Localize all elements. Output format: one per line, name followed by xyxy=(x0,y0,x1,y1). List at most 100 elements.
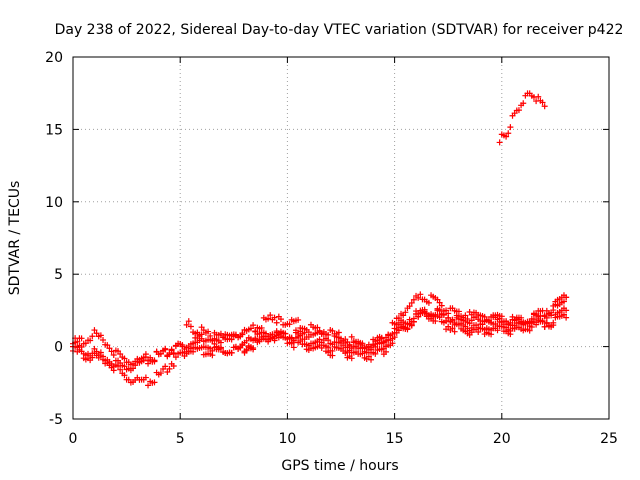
data-point xyxy=(408,322,415,329)
data-point xyxy=(485,317,492,324)
data-point xyxy=(286,321,293,328)
data-point xyxy=(563,307,570,314)
data-point xyxy=(117,351,124,358)
data-point xyxy=(151,358,158,365)
plot-frame xyxy=(72,56,610,420)
data-point xyxy=(157,370,164,377)
data-point xyxy=(78,335,85,342)
data-point xyxy=(488,326,495,333)
data-point xyxy=(329,327,336,334)
data-point xyxy=(395,327,402,334)
data-point xyxy=(89,354,96,361)
data-point xyxy=(196,331,203,338)
data-point xyxy=(335,329,342,336)
data-point xyxy=(436,299,443,306)
y-tick-label: -5 xyxy=(49,412,63,428)
data-point xyxy=(348,333,355,340)
data-point xyxy=(449,325,456,332)
data-point xyxy=(400,312,407,319)
data-point xyxy=(359,342,366,349)
data-point xyxy=(140,357,147,364)
data-point xyxy=(464,315,471,322)
data-point xyxy=(267,312,274,319)
data-point xyxy=(325,331,332,338)
data-point xyxy=(550,319,557,326)
series-track-e xyxy=(496,90,548,146)
data-point xyxy=(507,328,514,335)
data-point xyxy=(183,321,190,328)
data-point xyxy=(282,334,289,341)
data-point xyxy=(292,329,299,336)
data-point xyxy=(408,299,415,306)
data-point xyxy=(391,320,398,327)
data-point xyxy=(301,341,308,348)
data-point xyxy=(563,294,570,301)
data-point xyxy=(372,350,379,357)
chart-title: Day 238 of 2022, Sidereal Day-to-day VTE… xyxy=(55,22,624,38)
data-point xyxy=(145,360,152,367)
data-point xyxy=(132,362,139,369)
data-point xyxy=(425,299,432,306)
data-point xyxy=(172,354,179,361)
data-point xyxy=(410,318,417,325)
data-point xyxy=(239,341,246,348)
data-point xyxy=(387,332,394,339)
data-point xyxy=(479,318,486,325)
data-point xyxy=(468,317,475,324)
data-point xyxy=(273,319,280,326)
data-point xyxy=(402,309,409,316)
data-point xyxy=(526,327,533,334)
x-tick-label: 20 xyxy=(493,431,511,447)
data-point xyxy=(207,332,214,339)
y-tick-label: 5 xyxy=(54,267,63,283)
data-point xyxy=(93,330,100,337)
data-point xyxy=(243,337,250,344)
data-point xyxy=(271,337,278,344)
data-point xyxy=(297,332,304,339)
data-point xyxy=(391,334,398,341)
series-track-c xyxy=(70,292,570,389)
data-point xyxy=(271,314,278,321)
data-point xyxy=(415,294,422,301)
data-point xyxy=(243,346,250,353)
data-point xyxy=(449,317,456,324)
data-point xyxy=(82,340,89,347)
data-point xyxy=(496,315,503,322)
data-point xyxy=(410,296,417,303)
data-point xyxy=(535,93,542,100)
data-point xyxy=(262,333,269,340)
y-tick-label: 0 xyxy=(54,340,63,356)
x-tick-label: 25 xyxy=(600,431,618,447)
data-point xyxy=(89,333,96,340)
data-point xyxy=(505,130,512,137)
data-point xyxy=(455,308,462,315)
data-point xyxy=(121,372,128,379)
data-point xyxy=(179,349,186,356)
data-point xyxy=(217,339,224,346)
data-point xyxy=(507,319,514,326)
x-tick-label: 10 xyxy=(278,431,296,447)
data-point xyxy=(421,308,428,315)
data-point xyxy=(368,346,375,353)
data-point xyxy=(378,346,385,353)
data-point xyxy=(395,314,402,321)
x-tick-label: 5 xyxy=(176,431,185,447)
data-point xyxy=(314,324,321,331)
data-point xyxy=(451,328,458,335)
data-point xyxy=(445,310,452,317)
data-point xyxy=(541,323,548,330)
ticks: 0 5 10 15 20 25 -5 0 5 10 15 20 xyxy=(45,50,618,447)
data-point xyxy=(348,355,355,362)
data-point xyxy=(380,338,387,345)
data-point xyxy=(316,336,323,343)
data-point xyxy=(104,342,111,349)
data-point xyxy=(142,353,149,360)
data-point xyxy=(250,344,257,351)
data-point xyxy=(359,350,366,357)
data-point xyxy=(130,365,137,372)
data-point xyxy=(548,312,555,319)
data-point xyxy=(372,341,379,348)
x-tick-label: 0 xyxy=(69,431,78,447)
data-point xyxy=(108,348,115,355)
